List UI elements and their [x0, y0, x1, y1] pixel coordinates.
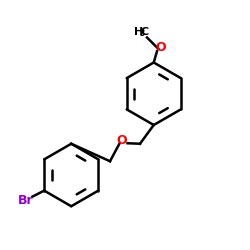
Text: Br: Br — [18, 194, 34, 206]
Text: C: C — [140, 27, 148, 37]
Text: O: O — [116, 134, 127, 147]
Text: H: H — [134, 27, 143, 37]
Text: O: O — [155, 41, 166, 54]
Text: 3: 3 — [140, 30, 144, 38]
